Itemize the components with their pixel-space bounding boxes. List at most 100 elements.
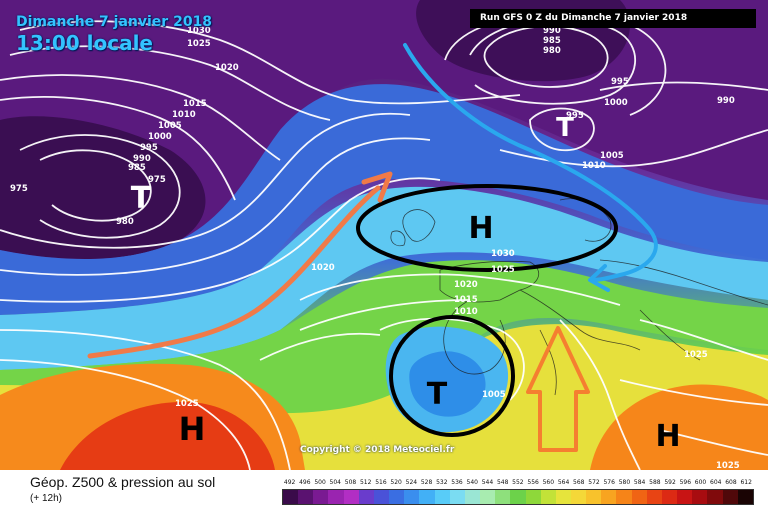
- low-system-letter: T: [556, 113, 574, 143]
- pressure-label: 1015: [454, 295, 478, 305]
- pressure-label: 1025: [491, 265, 515, 275]
- legend-tick-label: 560: [542, 479, 555, 486]
- legend-color-swatch: [601, 490, 617, 504]
- cold-flow-arrowhead: [588, 264, 610, 292]
- pressure-label: 1025: [684, 350, 708, 360]
- legend-color-swatch: [692, 490, 708, 504]
- pressure-label: 1030: [491, 249, 515, 259]
- cold-flow-arrow: [403, 43, 658, 282]
- pressure-label: 1015: [183, 99, 207, 109]
- high-pressure-outline-north: [356, 184, 618, 272]
- legend-color-swatch: [328, 490, 344, 504]
- pressure-label: 1010: [582, 161, 606, 171]
- pressure-systems: T T H T H H: [131, 113, 681, 454]
- legend-color-swatch: [510, 490, 526, 504]
- legend-color-swatch: [343, 490, 359, 504]
- pressure-label: 980: [543, 46, 561, 56]
- pressure-label: 985: [543, 36, 561, 46]
- pressure-labels: 1030 1025 1020 1015 1010 1005 1000 995 9…: [10, 26, 740, 470]
- legend-tick-label: 548: [496, 479, 509, 486]
- warm-advection-arrowhead: [361, 171, 393, 203]
- legend-tick-label: 572: [588, 479, 600, 486]
- legend-tick-label: 592: [664, 479, 676, 486]
- legend-color-swatch: [722, 490, 738, 504]
- pressure-label: 1005: [158, 121, 182, 131]
- legend-color-swatch: [298, 490, 314, 504]
- legend-labels: 492 496 500 504 508 512 516 520 524 528 532 536 540 5…: [282, 478, 754, 488]
- legend-color-swatch: [449, 490, 465, 504]
- pressure-label: 1020: [311, 263, 335, 273]
- pressure-label: 1000: [604, 98, 628, 108]
- legend-tick-label: 524: [405, 479, 418, 486]
- pressure-label: 995: [140, 143, 158, 153]
- pressure-label: 1030: [187, 26, 211, 36]
- model-run-banner: Run GFS 0 Z du Dimanche 7 janvier 2018: [470, 9, 756, 28]
- legend-color-swatch: [646, 490, 662, 504]
- legend-color-swatch: [495, 490, 511, 504]
- legend-tick-label: 576: [603, 479, 615, 486]
- legend-color-swatch: [616, 490, 632, 504]
- legend-color-swatch: [707, 490, 723, 504]
- color-scale-legend: 492 496 500 504 508 512 516 520 524 528 532 536 540 5…: [282, 478, 754, 505]
- forecast-lead-time: (+ 12h): [30, 493, 62, 504]
- warm-advection-arrow: [87, 185, 381, 359]
- pressure-label: 975: [148, 175, 166, 185]
- map-product-title: Géop. Z500 & pression au sol: [30, 474, 216, 490]
- forecast-date-label: Dimanche 7 janvier 2018: [16, 14, 213, 30]
- legend-tick-label: 600: [694, 479, 707, 486]
- legend-color-swatch: [737, 490, 753, 504]
- pressure-label: 1020: [215, 63, 239, 73]
- pressure-label: 975: [10, 184, 28, 194]
- southerly-outline-arrow: [526, 326, 590, 452]
- legend-tick-label: 580: [618, 479, 631, 486]
- low-pressure-outline-iberia: [389, 315, 515, 437]
- pressure-label: 1005: [600, 151, 624, 161]
- legend-color-swatch: [555, 490, 571, 504]
- legend-tick-label: 612: [740, 479, 752, 486]
- legend-color-swatch: [677, 490, 693, 504]
- legend-tick-label: 536: [451, 479, 463, 486]
- legend-color-swatch: [283, 490, 299, 504]
- legend-tick-label: 500: [314, 479, 326, 486]
- legend-tick-label: 496: [299, 479, 311, 486]
- geopotential-map: 1030 1025 1020 1015 1010 1005 1000 995 9…: [0, 0, 768, 470]
- legend-tick-label: 556: [527, 479, 539, 486]
- legend-color-swatch: [419, 490, 435, 504]
- pressure-label: 995: [566, 111, 584, 121]
- legend-color-swatch: [525, 490, 541, 504]
- legend-color-swatch: [540, 490, 556, 504]
- pressure-label: 990: [717, 96, 735, 106]
- pressure-label: 990: [543, 26, 561, 36]
- pressure-label: 1025: [187, 39, 211, 49]
- field-red-southwest: [60, 401, 275, 470]
- low-system-letter: T: [427, 377, 448, 412]
- legend-tick-label: 564: [557, 479, 570, 486]
- legend-tick-label: 532: [436, 479, 448, 486]
- pressure-label: 980: [116, 217, 134, 227]
- legend-tick-label: 544: [481, 479, 494, 486]
- legend-tick-label: 596: [679, 479, 692, 486]
- pressure-label: 995: [611, 77, 629, 87]
- legend-tick-label: 568: [573, 479, 585, 486]
- field-cool-core-iberia: [409, 351, 486, 417]
- legend-tick-label: 588: [649, 479, 661, 486]
- legend-color-bar: [282, 489, 754, 505]
- high-system-letter: H: [655, 419, 680, 454]
- pressure-label: 985: [128, 163, 146, 173]
- legend-tick-label: 584: [633, 479, 646, 486]
- legend-tick-label: 512: [359, 479, 372, 486]
- legend-tick-label: 608: [725, 479, 737, 486]
- legend-color-swatch: [464, 490, 481, 504]
- pressure-label: 1010: [454, 307, 478, 317]
- pressure-label: 1010: [172, 110, 196, 120]
- legend-tick-label: 516: [375, 479, 387, 486]
- legend-color-swatch: [358, 490, 374, 504]
- legend-color-swatch: [570, 490, 587, 504]
- legend-tick-label: 508: [344, 479, 357, 486]
- legend-tick-label: 540: [466, 479, 478, 486]
- legend-color-swatch: [313, 490, 329, 504]
- pressure-label: 1025: [716, 461, 740, 470]
- copyright-label: Copyright © 2018 Meteociel.fr: [300, 445, 455, 455]
- legend-color-swatch: [586, 490, 602, 504]
